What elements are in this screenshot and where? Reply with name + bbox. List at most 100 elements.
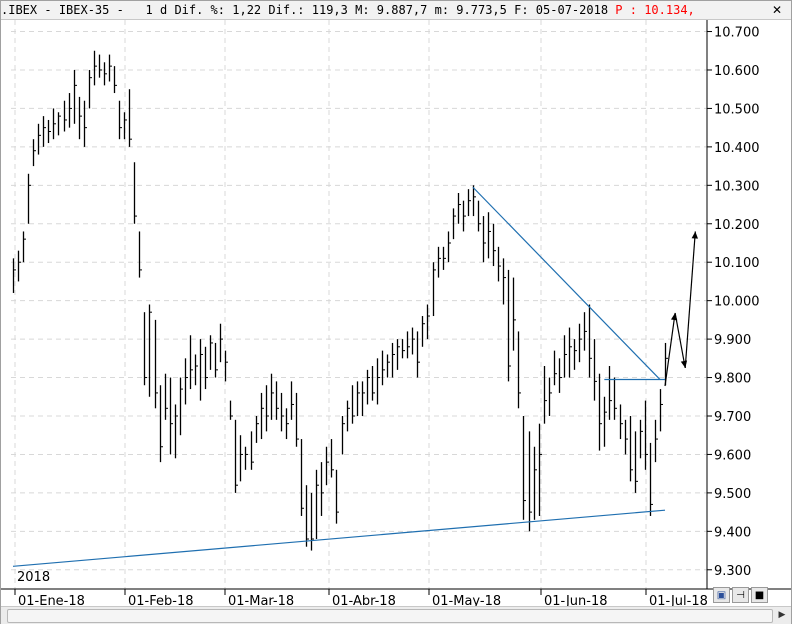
ohlc-bar: [391, 342, 395, 378]
horizontal-scrollbar[interactable]: [7, 609, 773, 623]
y-tick-label: 10.200: [714, 218, 760, 233]
x-tick-label: 01-Abr-18: [332, 594, 396, 606]
y-tick-label: 9.700: [714, 410, 751, 425]
dif-label: Dif.:: [268, 3, 305, 17]
ohlc-bar: [548, 377, 552, 416]
ohlc-bar: [300, 439, 304, 516]
ohlc-bar: [472, 185, 476, 217]
ohlc-bar: [199, 339, 203, 401]
ohlc-bar: [159, 385, 163, 463]
ohlc-bar: [179, 377, 183, 436]
ohlc-bar: [219, 323, 223, 363]
ohlc-bar: [103, 62, 107, 86]
x-tick-label: 01-Jun-18: [544, 594, 608, 606]
ohlc-bar: [467, 189, 471, 217]
ohlc-bar: [37, 123, 41, 155]
ohlc-bar: [649, 442, 653, 516]
ohlc-bar: [482, 216, 486, 263]
ohlc-bar: [426, 304, 430, 340]
ohlc-bar: [138, 231, 142, 278]
ohlc-bar: [310, 492, 314, 551]
save-icon[interactable]: ▣: [713, 587, 730, 603]
ohlc-bar: [634, 431, 638, 493]
y-tick-label: 10.000: [714, 295, 760, 310]
dif-pct-value: 1,22: [232, 3, 262, 17]
ohlc-bar: [204, 346, 208, 390]
dif-value: 119,3: [311, 3, 348, 17]
ohlc-bar: [583, 312, 587, 351]
ohlc-bar: [330, 439, 334, 478]
ohlc-bar: [255, 415, 259, 443]
ohlc-bar: [118, 100, 122, 140]
ohlc-bar: [83, 100, 87, 147]
ohlc-bar: [346, 400, 350, 432]
ohlc-bar: [366, 369, 370, 405]
y-tick-label: 9.300: [714, 564, 751, 579]
ohlc-bar: [123, 112, 127, 140]
ohlc-bar: [563, 335, 567, 378]
y-tick-label: 9.800: [714, 372, 751, 387]
ohlc-bar: [624, 419, 628, 455]
ohlc-bar: [22, 231, 26, 263]
x-axis: 01-Ene-18 01-Feb-18 01-Mar-18 01-Abr-18 01-M…: [14, 589, 708, 606]
ohlc-bar: [128, 89, 132, 147]
ohlc-bar: [522, 415, 526, 520]
ohlc-bar: [533, 446, 537, 520]
ohlc-bar: [406, 331, 410, 359]
arrow-head: [691, 231, 698, 239]
ohlc-bar: [573, 339, 577, 370]
ohlc-bar: [447, 231, 451, 263]
ohlc-bar: [497, 246, 501, 282]
ohlc-bar: [371, 366, 375, 401]
year-label: 2018: [17, 570, 50, 585]
ohlc-bar: [598, 373, 602, 451]
date-label: F:: [514, 3, 529, 17]
pin-icon[interactable]: ⊣: [732, 587, 749, 603]
min-label: m:: [434, 3, 450, 17]
ohlc-bar: [659, 389, 663, 432]
ohlc-bar: [184, 358, 188, 405]
ohlc-bar: [608, 366, 612, 420]
stop-icon[interactable]: ■: [751, 587, 768, 603]
ohlc-bar: [457, 193, 461, 224]
ohlc-bar: [356, 381, 360, 416]
ohlc-bars: [12, 50, 668, 551]
ohlc-bar: [88, 69, 92, 109]
symbol: .IBEX: [1, 3, 38, 17]
ohlc-bar: [538, 423, 542, 516]
ohlc-bar: [452, 208, 456, 240]
scroll-right-icon[interactable]: ▶: [778, 610, 786, 620]
ohlc-bar: [588, 304, 592, 378]
ohlc-bar: [487, 212, 491, 259]
ohlc-bar: [164, 373, 168, 420]
ohlc-bar: [143, 312, 147, 386]
ohlc-bar: [492, 223, 496, 267]
ohlc-bar: [442, 246, 446, 270]
ohlc-bar: [244, 446, 248, 470]
trendlines: [12, 186, 666, 567]
ohlc-bar: [108, 54, 112, 82]
ohlc-bar: [260, 392, 264, 440]
close-icon[interactable]: ✕: [771, 3, 783, 17]
x-tick-label: 01-Jul-18: [649, 594, 708, 606]
ohlc-bar: [78, 96, 82, 140]
x-tick-label: 01-Mar-18: [228, 594, 294, 606]
x-tick-label: 01-Ene-18: [18, 594, 85, 606]
min-value: 9.773,5: [456, 3, 507, 17]
status-bar: ▶: [1, 606, 791, 624]
ohlc-bar: [361, 381, 365, 416]
ohlc-bar: [295, 392, 299, 447]
ohlc-bar: [154, 319, 158, 409]
ohlc-bar: [593, 339, 597, 401]
ohlc-bar: [553, 350, 557, 386]
ohlc-bar: [543, 366, 547, 424]
ohlc-bar: [613, 377, 617, 420]
x-tick-label: 01-Feb-18: [128, 594, 193, 606]
ohlc-bar: [229, 400, 233, 420]
ohlc-bar: [512, 277, 516, 351]
price-value: 10.134,: [644, 3, 695, 17]
ohlc-bar: [98, 54, 102, 78]
ohlc-bar: [280, 392, 284, 432]
ohlc-bar: [32, 139, 36, 167]
ohlc-bar: [401, 339, 405, 359]
